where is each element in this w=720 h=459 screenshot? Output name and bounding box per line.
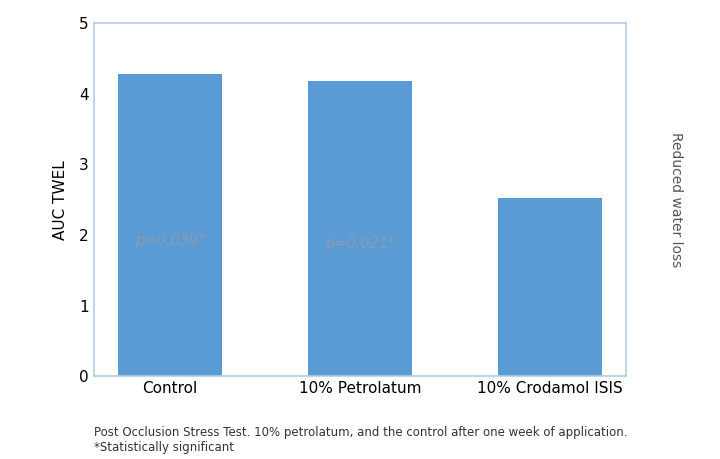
Y-axis label: AUC TWEL: AUC TWEL <box>53 160 68 240</box>
Bar <box>307 81 413 376</box>
Text: p=0.039*: p=0.039* <box>135 233 205 248</box>
Bar <box>118 74 222 376</box>
Text: p=0.021*: p=0.021* <box>325 236 395 251</box>
Text: Reduced water loss: Reduced water loss <box>669 132 683 267</box>
Text: Post Occlusion Stress Test. 10% petrolatum, and the control after one week of ap: Post Occlusion Stress Test. 10% petrolat… <box>94 426 627 454</box>
Bar <box>498 198 602 376</box>
